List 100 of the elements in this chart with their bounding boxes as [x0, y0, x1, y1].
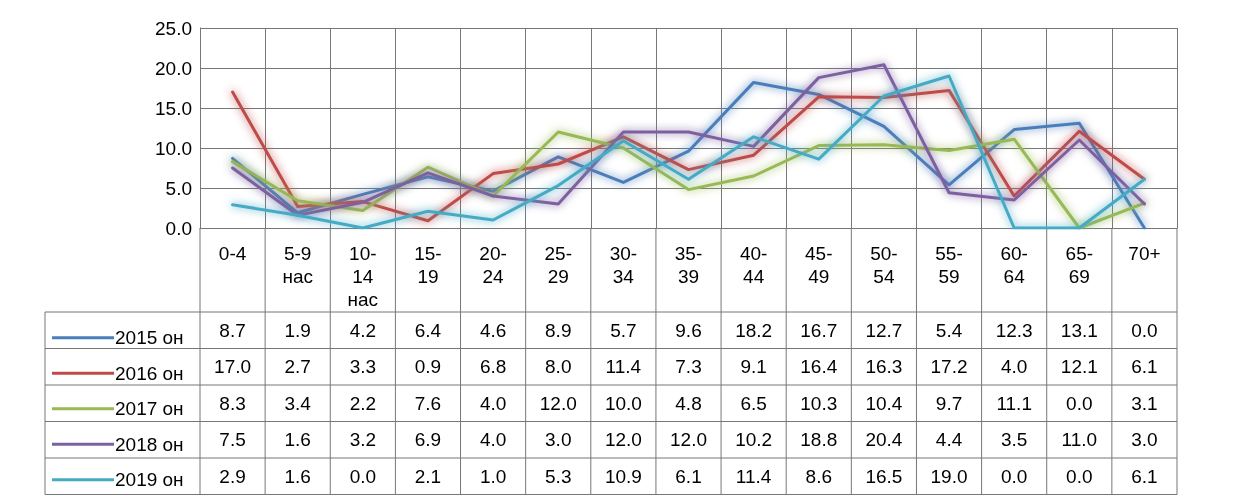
- data-label: 12.3: [995, 319, 1033, 341]
- data-label: 3.3: [349, 356, 377, 378]
- data-label: 3.0: [1131, 429, 1158, 451]
- x-tick-label: 20-24: [479, 243, 507, 287]
- data-label: 11.0: [1061, 429, 1098, 451]
- data-label: 3.1: [1131, 392, 1158, 414]
- data-label: 12.0: [604, 429, 642, 451]
- x-tick-label: 30-34: [609, 243, 638, 287]
- data-label: 4.0: [1000, 356, 1028, 378]
- data-label: 1.0: [479, 465, 507, 487]
- data-label: 7.6: [414, 392, 442, 414]
- x-tick-label: 55-59: [935, 243, 963, 287]
- data-label: 0.0: [1066, 392, 1093, 414]
- legend-label: 2018 он: [115, 433, 184, 455]
- data-label: 8.0: [545, 356, 572, 378]
- data-label: 8.3: [219, 392, 246, 414]
- x-tick-label: 65-69: [1065, 243, 1094, 287]
- x-tick-label: 0-4: [218, 243, 247, 264]
- data-label: 8.9: [545, 319, 572, 341]
- data-label: 16.7: [800, 319, 838, 341]
- x-tick-label: 45-49: [805, 243, 833, 287]
- y-tick-label: 25.0: [155, 17, 192, 39]
- x-tick-label: 5-9 нас: [282, 243, 313, 287]
- data-label: 6.1: [675, 465, 702, 487]
- legend-label: 2015 он: [115, 327, 184, 349]
- data-label: 3.0: [545, 429, 572, 451]
- data-label: 13.1: [1060, 319, 1098, 341]
- x-tick-label: 50-54: [870, 243, 898, 287]
- data-label: 4.2: [349, 319, 377, 341]
- data-label: 4.8: [675, 392, 702, 414]
- data-label: 17.2: [930, 356, 968, 378]
- x-tick-label: 35-39: [674, 243, 703, 287]
- data-label: 5.4: [935, 319, 963, 341]
- data-label: 10.2: [735, 429, 773, 451]
- data-label: 6.1: [1131, 356, 1158, 378]
- legend-label: 2017 он: [115, 398, 184, 420]
- data-label: 3.2: [349, 429, 377, 451]
- data-label: 18.2: [735, 319, 773, 341]
- data-label: 8.6: [805, 465, 832, 487]
- y-tick-label: 20.0: [155, 57, 192, 79]
- data-label: 16.4: [800, 356, 838, 378]
- data-label: 2.1: [414, 465, 442, 487]
- data-label: 12.7: [865, 319, 903, 341]
- data-label: 10.3: [800, 392, 838, 414]
- data-label: 4.6: [479, 319, 507, 341]
- data-label: 12.0: [539, 392, 577, 414]
- data-label: 0.0: [1131, 319, 1158, 341]
- data-label: 10.9: [604, 465, 642, 487]
- x-tick-label: 10-14 нас: [347, 243, 379, 310]
- x-tick-label: 40-44: [739, 243, 768, 287]
- data-label: 1.6: [284, 465, 311, 487]
- data-label: 3.4: [284, 392, 312, 414]
- x-tick-label: 25-29: [544, 243, 572, 287]
- data-label: 16.3: [865, 356, 903, 378]
- legend-label: 2016 он: [115, 362, 184, 384]
- data-label: 11.4: [735, 465, 772, 487]
- y-tick-label: 0.0: [165, 217, 192, 239]
- data-label: 6.5: [740, 392, 767, 414]
- data-label: 4.0: [479, 392, 507, 414]
- y-tick-label: 15.0: [155, 97, 192, 119]
- data-label: 5.7: [610, 319, 637, 341]
- data-label: 0.9: [414, 356, 442, 378]
- data-label: 0.0: [1000, 465, 1028, 487]
- data-label: 3.5: [1000, 429, 1028, 451]
- data-label: 2.7: [284, 356, 311, 378]
- data-label: 4.0: [479, 429, 507, 451]
- data-label: 1.6: [284, 429, 311, 451]
- y-tick-label: 5.0: [165, 177, 192, 199]
- data-label: 5.3: [545, 465, 572, 487]
- data-label: 7.5: [219, 429, 246, 451]
- line-series: [231, 130, 1146, 230]
- data-label: 0.0: [1066, 465, 1093, 487]
- data-label: 9.1: [740, 356, 767, 378]
- data-label: 10.4: [865, 392, 903, 414]
- data-label: 20.4: [865, 429, 903, 451]
- data-label: 6.1: [1131, 465, 1158, 487]
- y-tick-label: 10.0: [155, 137, 192, 159]
- data-label: 0.0: [349, 465, 377, 487]
- x-tick-label: 15-19: [414, 243, 442, 287]
- data-label: 16.5: [865, 465, 903, 487]
- data-label: 10.0: [604, 392, 642, 414]
- data-label: 11.4: [605, 356, 642, 378]
- x-tick-label: 70+: [1128, 243, 1161, 264]
- data-label: 11.1: [996, 392, 1032, 414]
- data-label: 6.4: [414, 319, 442, 341]
- data-label: 6.8: [479, 356, 507, 378]
- data-label: 12.1: [1060, 356, 1098, 378]
- data-label: 7.3: [675, 356, 702, 378]
- data-label: 1.9: [284, 319, 311, 341]
- data-label: 2.9: [219, 465, 246, 487]
- data-label: 4.4: [935, 429, 963, 451]
- data-label: 6.9: [414, 429, 442, 451]
- data-label: 8.7: [219, 319, 246, 341]
- data-label: 17.0: [214, 356, 252, 378]
- x-tick-label: 60-64: [1000, 243, 1028, 287]
- data-label: 12.0: [670, 429, 707, 451]
- data-label: 9.6: [675, 319, 702, 341]
- legend-label: 2019 он: [115, 469, 184, 491]
- data-label: 19.0: [930, 465, 968, 487]
- data-label: 2.2: [349, 392, 377, 414]
